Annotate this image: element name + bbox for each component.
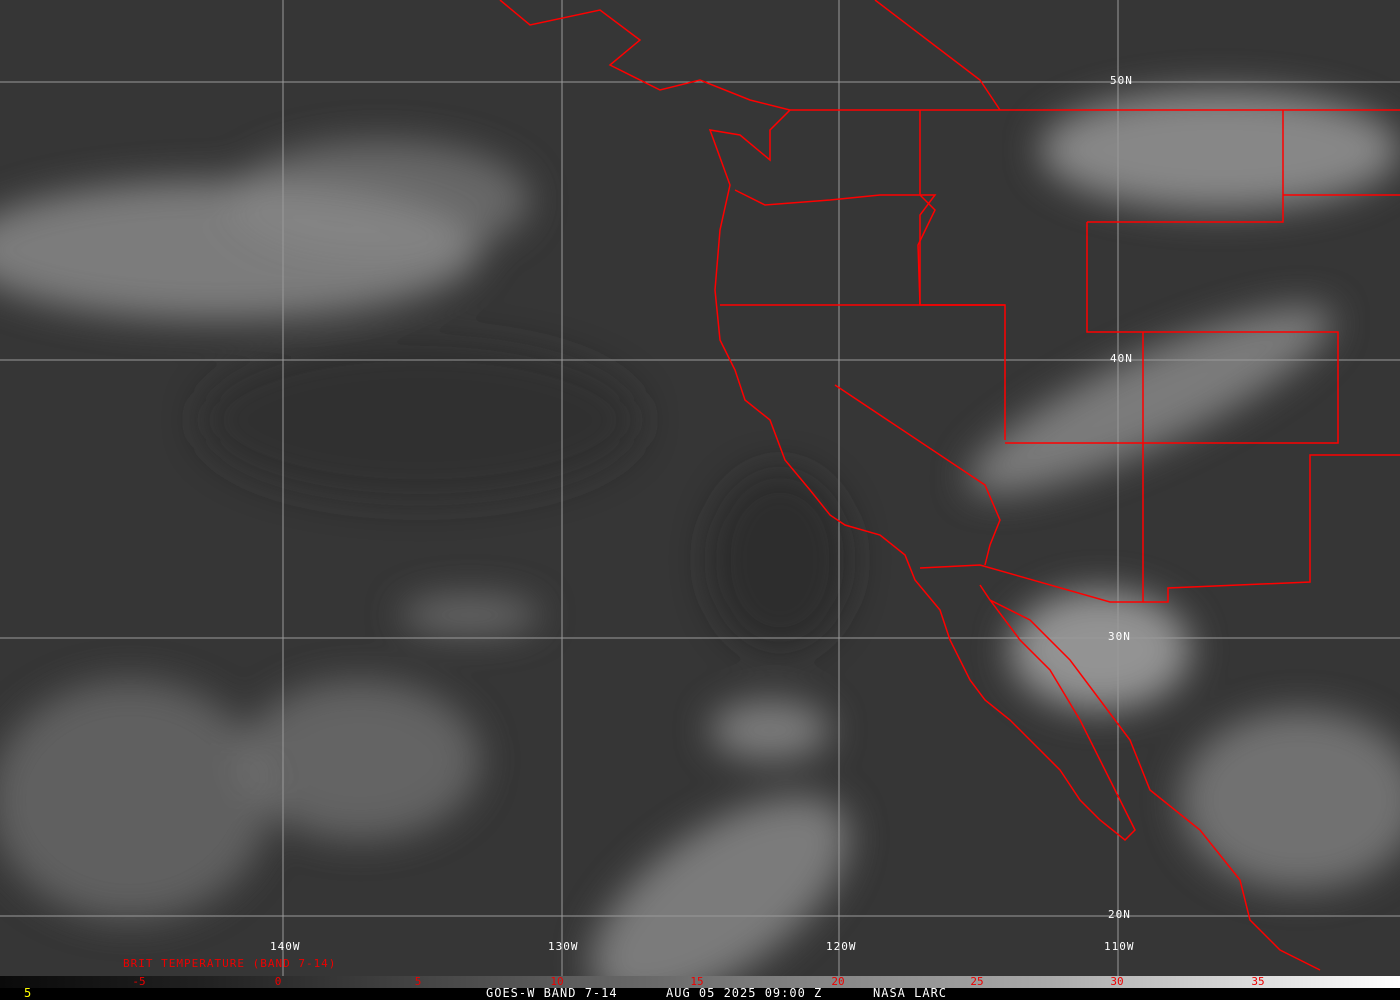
footer-bar — [0, 988, 1400, 1000]
political-borders — [499, 0, 1400, 971]
temperature-colorbar — [0, 976, 1400, 988]
coastline — [499, 0, 1321, 971]
colorbar-tick: 5 — [414, 975, 422, 988]
frame-number: 5 — [24, 986, 33, 1000]
satellite-band: GOES-W BAND 7-14 — [486, 986, 618, 1000]
lon-label-130w: 130W — [548, 940, 579, 953]
colorbar-tick: 15 — [690, 975, 704, 988]
lat-label-50n: 50N — [1110, 74, 1133, 87]
lat-label-30n: 30N — [1108, 630, 1131, 643]
bc-alberta — [874, 0, 1001, 111]
lat-label-20n: 20N — [1108, 908, 1131, 921]
lat-label-40n: 40N — [1110, 352, 1133, 365]
image-source: NASA LARC — [873, 986, 948, 1000]
colorbar-tick: 0 — [274, 975, 282, 988]
graticule — [0, 0, 1400, 976]
image-datetime: AUG 05 2025 09:00 Z — [666, 986, 823, 1000]
colorbar-tick: 20 — [831, 975, 845, 988]
us-mexico — [919, 454, 1400, 603]
california-nevada — [834, 384, 1001, 566]
colorbar-tick: 35 — [1251, 975, 1265, 988]
colorbar-tick: -5 — [132, 975, 146, 988]
lon-label-110w: 110W — [1104, 940, 1135, 953]
satellite-image — [0, 0, 1400, 976]
colorbar-tick: 10 — [550, 975, 564, 988]
lon-label-120w: 120W — [826, 940, 857, 953]
idaho — [917, 110, 1006, 440]
wyoming — [1005, 222, 1339, 444]
colorbar-tick: 25 — [970, 975, 984, 988]
lon-label-140w: 140W — [270, 940, 301, 953]
legend-title: BRIT TEMPERATURE (BAND 7-14) — [123, 957, 337, 970]
washington-oregon — [734, 189, 937, 305]
cloud-field — [0, 90, 1400, 976]
montana-wy — [1087, 110, 1284, 223]
colorbar-tick: 30 — [1110, 975, 1124, 988]
